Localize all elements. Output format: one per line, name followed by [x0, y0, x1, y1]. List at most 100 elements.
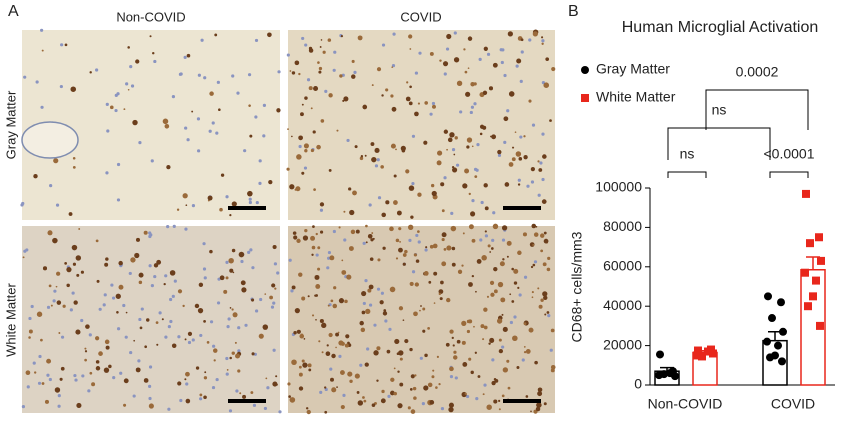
- stained-cell: [287, 382, 291, 386]
- stained-cell: [424, 353, 428, 358]
- nucleus: [203, 76, 207, 80]
- nucleus: [129, 350, 133, 355]
- nucleus: [533, 260, 538, 264]
- stained-cell: [311, 314, 315, 317]
- stained-cell: [468, 282, 473, 287]
- nucleus: [253, 352, 257, 356]
- nucleus: [541, 177, 545, 182]
- stained-cell: [318, 66, 323, 71]
- significance-bracket: [705, 89, 809, 130]
- stained-cell: [229, 214, 232, 217]
- stained-cell: [438, 383, 441, 386]
- stained-cell: [319, 318, 324, 324]
- nucleus: [23, 249, 27, 253]
- stained-cell: [453, 355, 458, 360]
- stained-cell: [291, 285, 296, 290]
- stained-cell: [268, 180, 273, 185]
- nucleus: [384, 319, 388, 323]
- stained-cell: [429, 244, 434, 249]
- stained-cell: [223, 289, 228, 294]
- nucleus: [449, 374, 454, 379]
- nucleus: [191, 338, 195, 342]
- nucleus: [290, 289, 294, 293]
- stained-cell: [415, 259, 420, 263]
- stained-cell: [330, 299, 334, 303]
- nucleus: [215, 131, 219, 135]
- stained-cell: [352, 190, 357, 196]
- stained-cell: [225, 276, 229, 280]
- stained-cell: [509, 293, 512, 296]
- nucleus: [486, 52, 491, 56]
- stained-cell: [306, 409, 311, 415]
- stained-cell: [497, 281, 504, 288]
- stained-cell: [171, 343, 177, 348]
- nucleus: [125, 82, 129, 86]
- stained-cell: [462, 183, 468, 189]
- stained-cell: [543, 231, 547, 235]
- stained-cell: [186, 53, 191, 58]
- nucleus: [184, 126, 188, 130]
- stained-cell: [468, 224, 474, 230]
- stained-cell: [461, 340, 466, 345]
- stained-cell: [538, 304, 543, 309]
- stained-cell: [424, 101, 428, 105]
- nucleus: [60, 335, 65, 339]
- nucleus: [381, 43, 386, 47]
- stained-cell: [324, 410, 328, 414]
- stained-cell: [425, 246, 428, 249]
- stained-cell: [531, 296, 534, 299]
- nucleus: [451, 148, 456, 152]
- stained-cell: [48, 284, 52, 288]
- nucleus: [270, 305, 275, 309]
- stained-cell: [429, 400, 435, 405]
- stained-cell: [276, 383, 278, 386]
- stained-cell: [466, 329, 471, 334]
- nucleus: [259, 297, 263, 302]
- stained-cell: [311, 245, 316, 250]
- data-point: [817, 256, 825, 265]
- stained-cell: [508, 162, 514, 167]
- stained-cell: [75, 255, 82, 261]
- stained-cell: [492, 62, 498, 68]
- stained-cell: [199, 393, 203, 397]
- stained-cell: [303, 338, 306, 340]
- nucleus: [377, 196, 382, 200]
- stained-cell: [486, 295, 490, 298]
- stained-cell: [44, 399, 49, 404]
- nucleus: [332, 229, 336, 234]
- nucleus: [116, 327, 121, 331]
- stained-cell: [471, 145, 474, 148]
- stained-cell: [398, 306, 404, 311]
- stained-cell: [313, 188, 316, 191]
- nucleus: [515, 64, 519, 68]
- stained-cell: [195, 366, 200, 370]
- stained-cell: [489, 280, 495, 285]
- stained-cell: [365, 241, 368, 244]
- stained-cell: [315, 318, 317, 321]
- stained-cell: [85, 324, 90, 329]
- stained-cell: [483, 183, 488, 188]
- nucleus: [454, 376, 458, 380]
- stained-cell: [329, 255, 335, 261]
- stained-cell: [251, 298, 255, 302]
- nucleus: [52, 299, 56, 303]
- stained-cell: [542, 291, 548, 297]
- stained-cell: [231, 351, 235, 355]
- stained-cell: [537, 160, 540, 163]
- data-point: [779, 327, 787, 336]
- data-point: [815, 233, 823, 242]
- stained-cell: [513, 281, 518, 285]
- stained-cell: [315, 232, 318, 236]
- stained-cell: [228, 257, 234, 264]
- stained-cell: [408, 34, 413, 39]
- micrograph: [288, 226, 555, 413]
- stained-cell: [139, 326, 143, 330]
- stained-cell: [376, 346, 381, 351]
- data-point: [655, 371, 663, 380]
- nucleus: [114, 108, 118, 113]
- nucleus: [199, 333, 203, 338]
- nucleus: [32, 361, 36, 365]
- stained-cell: [489, 251, 492, 253]
- stained-cell: [36, 311, 43, 317]
- stained-cell: [28, 329, 33, 334]
